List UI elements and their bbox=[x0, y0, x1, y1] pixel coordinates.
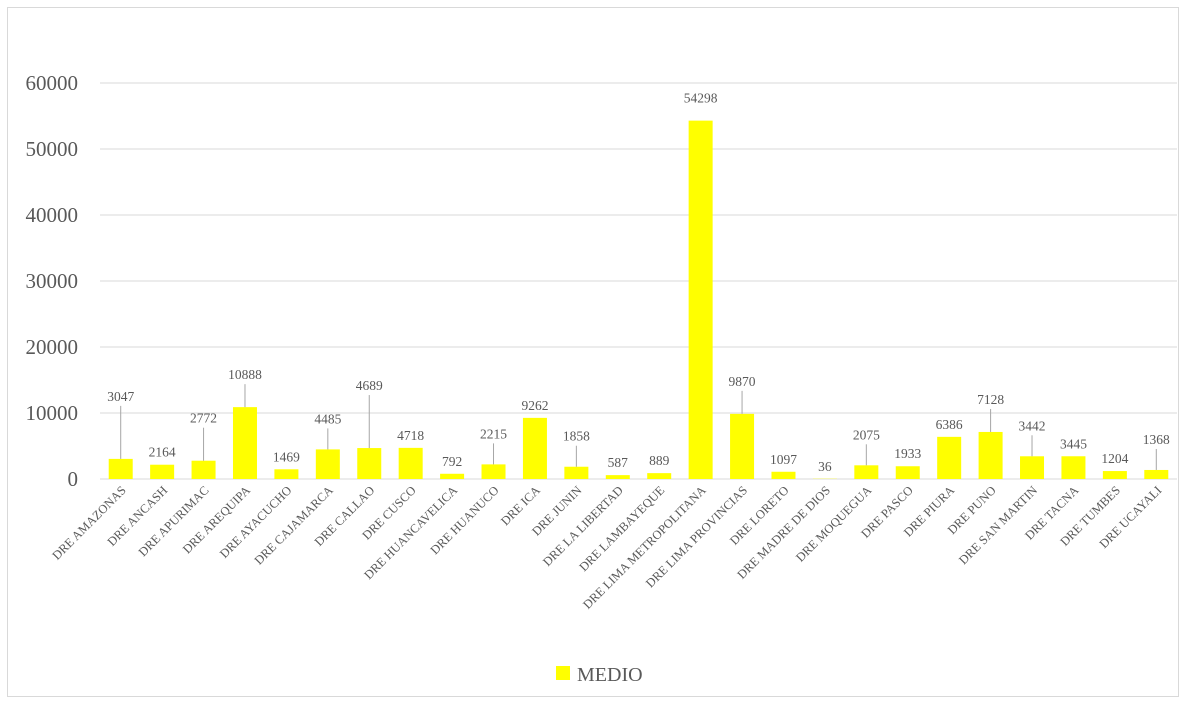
y-tick-label: 0 bbox=[68, 467, 79, 491]
bar bbox=[522, 417, 547, 479]
data-label: 9262 bbox=[521, 398, 548, 413]
data-label: 9870 bbox=[729, 374, 756, 389]
bar bbox=[771, 471, 796, 479]
data-label: 3445 bbox=[1060, 436, 1087, 451]
y-tick-label: 10000 bbox=[26, 401, 79, 425]
bar bbox=[274, 469, 299, 479]
bar bbox=[150, 464, 175, 479]
data-label: 792 bbox=[442, 454, 462, 469]
bar bbox=[398, 447, 423, 479]
bar bbox=[357, 448, 382, 479]
bar bbox=[1061, 456, 1086, 479]
legend-swatch bbox=[556, 666, 570, 680]
data-label: 587 bbox=[608, 455, 629, 470]
x-tick-label: DRE LA LIBERTAD bbox=[540, 483, 626, 569]
x-tick-label: DRE APURIMAC bbox=[136, 483, 212, 559]
bar bbox=[1144, 469, 1169, 479]
x-tick-label: DRE SAN MARTIN bbox=[956, 483, 1040, 567]
leader-lines bbox=[120, 384, 1157, 470]
y-tick-label: 20000 bbox=[26, 335, 79, 359]
data-label: 4485 bbox=[314, 411, 341, 426]
bar bbox=[895, 466, 920, 479]
data-label: 4718 bbox=[397, 428, 424, 443]
data-label: 36 bbox=[818, 459, 832, 474]
bar bbox=[315, 449, 340, 479]
bar bbox=[978, 431, 1003, 479]
data-label: 7128 bbox=[977, 392, 1004, 407]
bar bbox=[730, 413, 755, 479]
bar bbox=[108, 458, 133, 479]
legend: MEDIO bbox=[556, 664, 643, 686]
data-label: 1204 bbox=[1101, 451, 1128, 466]
data-labels: 3047 2164 2772 10888 1469 4485 4689 4718 792 2215… bbox=[107, 91, 1170, 474]
x-tick-label: DRE AYACUCHO bbox=[217, 483, 295, 561]
data-label: 889 bbox=[649, 453, 670, 468]
bar bbox=[605, 475, 630, 479]
gridlines bbox=[100, 82, 1177, 480]
y-tick-label: 60000 bbox=[26, 71, 79, 95]
y-tick-label: 40000 bbox=[26, 203, 79, 227]
data-label: 2215 bbox=[480, 426, 507, 441]
data-label: 3442 bbox=[1019, 418, 1046, 433]
y-tick-label: 30000 bbox=[26, 269, 79, 293]
bars bbox=[108, 120, 1169, 479]
bar bbox=[647, 473, 672, 479]
legend-label: MEDIO bbox=[577, 664, 643, 686]
bar bbox=[688, 120, 713, 479]
data-label: 6386 bbox=[936, 417, 963, 432]
data-label: 3047 bbox=[107, 389, 134, 404]
data-label: 2075 bbox=[853, 427, 880, 442]
bar bbox=[854, 465, 879, 479]
x-tick-label: DRE MOQUEGUA bbox=[793, 483, 874, 564]
x-tick-label: DRE CAJAMARCA bbox=[252, 483, 336, 567]
bar bbox=[1020, 456, 1045, 479]
bar bbox=[564, 466, 589, 479]
bar bbox=[191, 460, 216, 479]
chart-frame bbox=[7, 7, 1179, 697]
x-tick-label: DRE AMAZONAS bbox=[49, 483, 128, 562]
bar bbox=[481, 464, 506, 479]
data-label: 1097 bbox=[770, 452, 797, 467]
data-label: 2772 bbox=[190, 411, 217, 426]
bar bbox=[1102, 471, 1127, 479]
data-label: 2164 bbox=[149, 445, 176, 460]
bar bbox=[937, 436, 962, 479]
data-label: 1368 bbox=[1143, 432, 1170, 447]
data-label: 10888 bbox=[228, 367, 262, 382]
data-label: 1933 bbox=[894, 446, 921, 461]
data-label: 1469 bbox=[273, 449, 300, 464]
data-label: 4689 bbox=[356, 378, 383, 393]
bar bbox=[232, 407, 257, 479]
y-axis-ticks: 0 10000 20000 30000 40000 50000 60000 bbox=[26, 71, 79, 491]
data-label: 1858 bbox=[563, 429, 590, 444]
y-tick-label: 50000 bbox=[26, 137, 79, 161]
bar bbox=[440, 473, 465, 479]
data-label: 54298 bbox=[684, 91, 718, 106]
